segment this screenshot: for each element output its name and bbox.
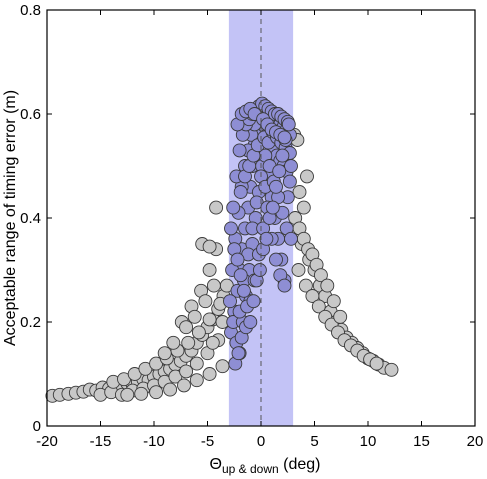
x-axis-label-subscript: up & down xyxy=(222,462,279,476)
data-point xyxy=(189,356,204,371)
data-point xyxy=(224,221,238,236)
data-point xyxy=(134,386,149,401)
x-tick-label: 10 xyxy=(360,433,377,450)
y-tick-label: 0.4 xyxy=(20,210,41,227)
data-point xyxy=(265,200,280,215)
y-tick-label: 0 xyxy=(33,418,41,435)
x-axis-label: Θup & down (deg) xyxy=(210,456,321,476)
data-point xyxy=(259,231,274,246)
data-point xyxy=(179,364,194,379)
data-point xyxy=(311,299,326,314)
x-tick-label: 15 xyxy=(413,433,430,450)
data-point xyxy=(206,278,221,293)
x-axis-label-symbol: Θ xyxy=(210,456,222,473)
data-point xyxy=(187,309,202,324)
data-point xyxy=(284,159,298,173)
data-point xyxy=(157,346,172,361)
data-point xyxy=(296,200,311,215)
x-tick-label: 0 xyxy=(257,433,265,450)
x-tick-label: 5 xyxy=(310,433,318,450)
data-point xyxy=(277,278,292,293)
axis-ticks: -20 -15 -10 -5 0 5 10 15 20 0 0.2 0.4 0.6 0.8 xyxy=(20,2,483,450)
y-tick-label: 0.6 xyxy=(20,106,41,123)
y-tick-label: 0.8 xyxy=(20,2,41,19)
data-point xyxy=(272,164,287,179)
data-point xyxy=(202,367,217,381)
data-point xyxy=(243,315,258,329)
data-point xyxy=(281,117,296,132)
data-point xyxy=(292,185,307,199)
x-tick-label: -5 xyxy=(201,433,214,450)
data-point xyxy=(246,294,261,309)
data-point xyxy=(179,320,194,335)
data-points-layer xyxy=(45,96,399,403)
x-tick-label: -20 xyxy=(36,433,58,450)
data-point xyxy=(120,387,135,402)
data-point xyxy=(230,252,245,267)
data-point xyxy=(233,185,248,199)
data-point xyxy=(269,252,283,267)
data-point xyxy=(369,356,384,371)
data-point xyxy=(223,294,237,309)
data-point xyxy=(202,239,217,254)
data-point xyxy=(181,335,196,350)
data-point xyxy=(313,268,328,283)
x-axis-label-unit: (deg) xyxy=(279,456,321,473)
x-tick-label: 20 xyxy=(467,433,484,450)
data-point xyxy=(166,335,181,350)
data-point xyxy=(198,294,213,309)
data-point xyxy=(149,385,164,400)
x-tick-label: -10 xyxy=(143,433,165,450)
data-point xyxy=(333,309,348,324)
data-point xyxy=(226,200,241,215)
data-point xyxy=(215,359,230,374)
data-point xyxy=(320,278,335,293)
data-point xyxy=(202,263,217,277)
data-point xyxy=(231,346,246,361)
data-point xyxy=(236,283,251,298)
data-point xyxy=(384,362,399,377)
data-point xyxy=(269,179,283,194)
data-point xyxy=(291,263,306,277)
data-point xyxy=(277,130,292,145)
data-point xyxy=(191,325,206,340)
y-tick-label: 0.2 xyxy=(20,314,41,331)
data-point xyxy=(189,373,204,388)
data-point xyxy=(252,263,267,277)
data-point xyxy=(163,382,178,397)
data-point xyxy=(298,278,313,293)
data-point xyxy=(305,289,320,303)
data-point xyxy=(202,312,217,327)
data-point xyxy=(284,231,298,246)
data-point xyxy=(233,268,248,283)
data-point xyxy=(275,148,290,163)
data-point xyxy=(205,335,220,350)
data-point xyxy=(177,378,191,393)
y-axis-label: Acceptable range of timing error (m) xyxy=(2,90,19,346)
data-point xyxy=(232,143,247,158)
data-point xyxy=(326,294,341,309)
x-tick-label: -15 xyxy=(90,433,112,450)
data-point xyxy=(282,174,297,189)
data-point xyxy=(300,169,314,184)
data-point xyxy=(209,200,224,215)
